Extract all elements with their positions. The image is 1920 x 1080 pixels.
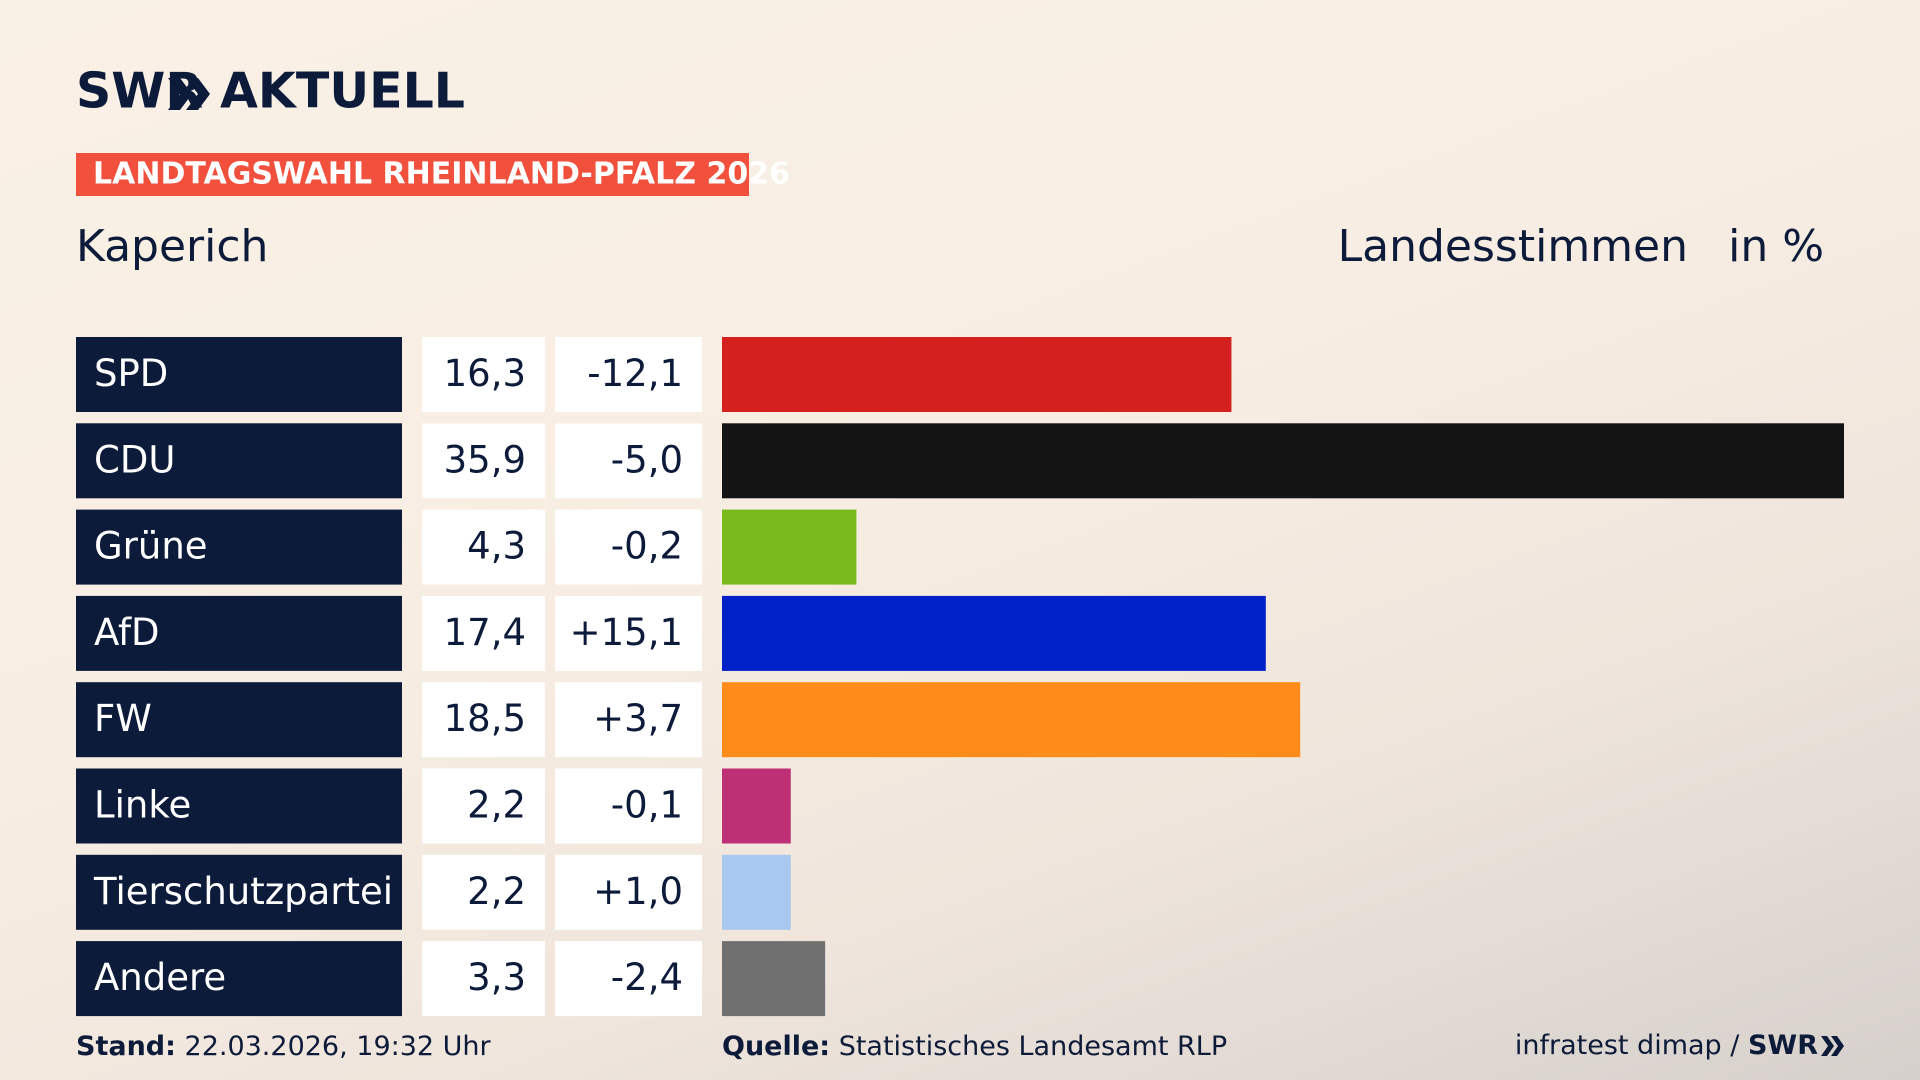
banner: LANDTAGSWAHL RHEINLAND-PFALZ 2026 [93,157,790,192]
party-box [76,768,402,844]
change-label: +15,1 [570,611,683,654]
stand-label: Stand: [76,1031,176,1062]
source: Quelle: Statistisches Landesamt RLP [722,1031,1227,1062]
source-value: Statistisches Landesamt RLP [839,1031,1227,1062]
credit-brand: SWR [1748,1030,1818,1061]
value-box [422,509,545,585]
change-box [555,682,702,758]
credit-text: infratest dimap / [1515,1030,1740,1061]
party-label: Grüne [94,525,208,568]
value-box [422,941,545,1017]
change-box [555,595,702,671]
value-label: 2,2 [467,784,526,827]
value-box [422,854,545,930]
party-box [76,509,402,585]
bar [722,941,826,1017]
bar [722,595,1266,671]
change-label: -12,1 [587,352,683,395]
change-label: +1,0 [593,870,683,913]
value-box [422,595,545,671]
value-label: 35,9 [444,438,526,481]
party-label: Tierschutzpartei [93,870,393,913]
party-box [76,423,402,499]
value-label: 18,5 [444,697,526,740]
change-box [555,337,702,412]
change-box [555,423,702,499]
party-box [76,682,402,758]
party-box [76,595,402,671]
party-label: FW [94,697,152,740]
value-box [422,337,545,412]
brand-sub: AKTUELL [220,63,465,120]
value-label: 4,3 [467,525,526,568]
unit: in % [1728,221,1824,272]
credit-chevrons [1821,1036,1844,1056]
value-label: 17,4 [444,611,526,654]
change-box [555,854,702,930]
party-label: CDU [94,438,175,481]
measure: Landesstimmen [1338,221,1688,272]
party-label: Andere [94,956,226,999]
banner-bg [76,153,749,196]
change-label: +3,7 [593,697,683,740]
stand: Stand: 22.03.2026, 19:32 Uhr [76,1031,492,1062]
value-box [422,423,545,499]
brand-chevrons [168,78,210,110]
bar [722,854,791,930]
party-label: SPD [94,352,168,395]
chart-title: Kaperich [76,221,268,272]
change-box [555,509,702,585]
party-box [76,941,402,1017]
change-label: -0,2 [611,525,683,568]
value-box [422,768,545,844]
bar [722,768,791,844]
change-box [555,768,702,844]
value-label: 3,3 [467,956,526,999]
value-label: 2,2 [467,870,526,913]
value-label: 16,3 [444,352,526,395]
change-label: -5,0 [611,438,683,481]
party-label: AfD [94,611,160,654]
party-label: Linke [94,784,191,827]
change-label: -2,4 [611,956,683,999]
stand-value: 22.03.2026, 19:32 Uhr [185,1031,492,1062]
value-box [422,682,545,758]
bar [722,682,1301,758]
bar [722,509,857,585]
bar [722,423,1844,499]
party-box [76,337,402,412]
change-box [555,941,702,1017]
party-box [76,854,402,930]
bar [722,337,1232,412]
source-label: Quelle: [722,1031,830,1062]
credit: infratest dimap / SWR [1515,1030,1818,1061]
change-label: -0,1 [611,784,683,827]
